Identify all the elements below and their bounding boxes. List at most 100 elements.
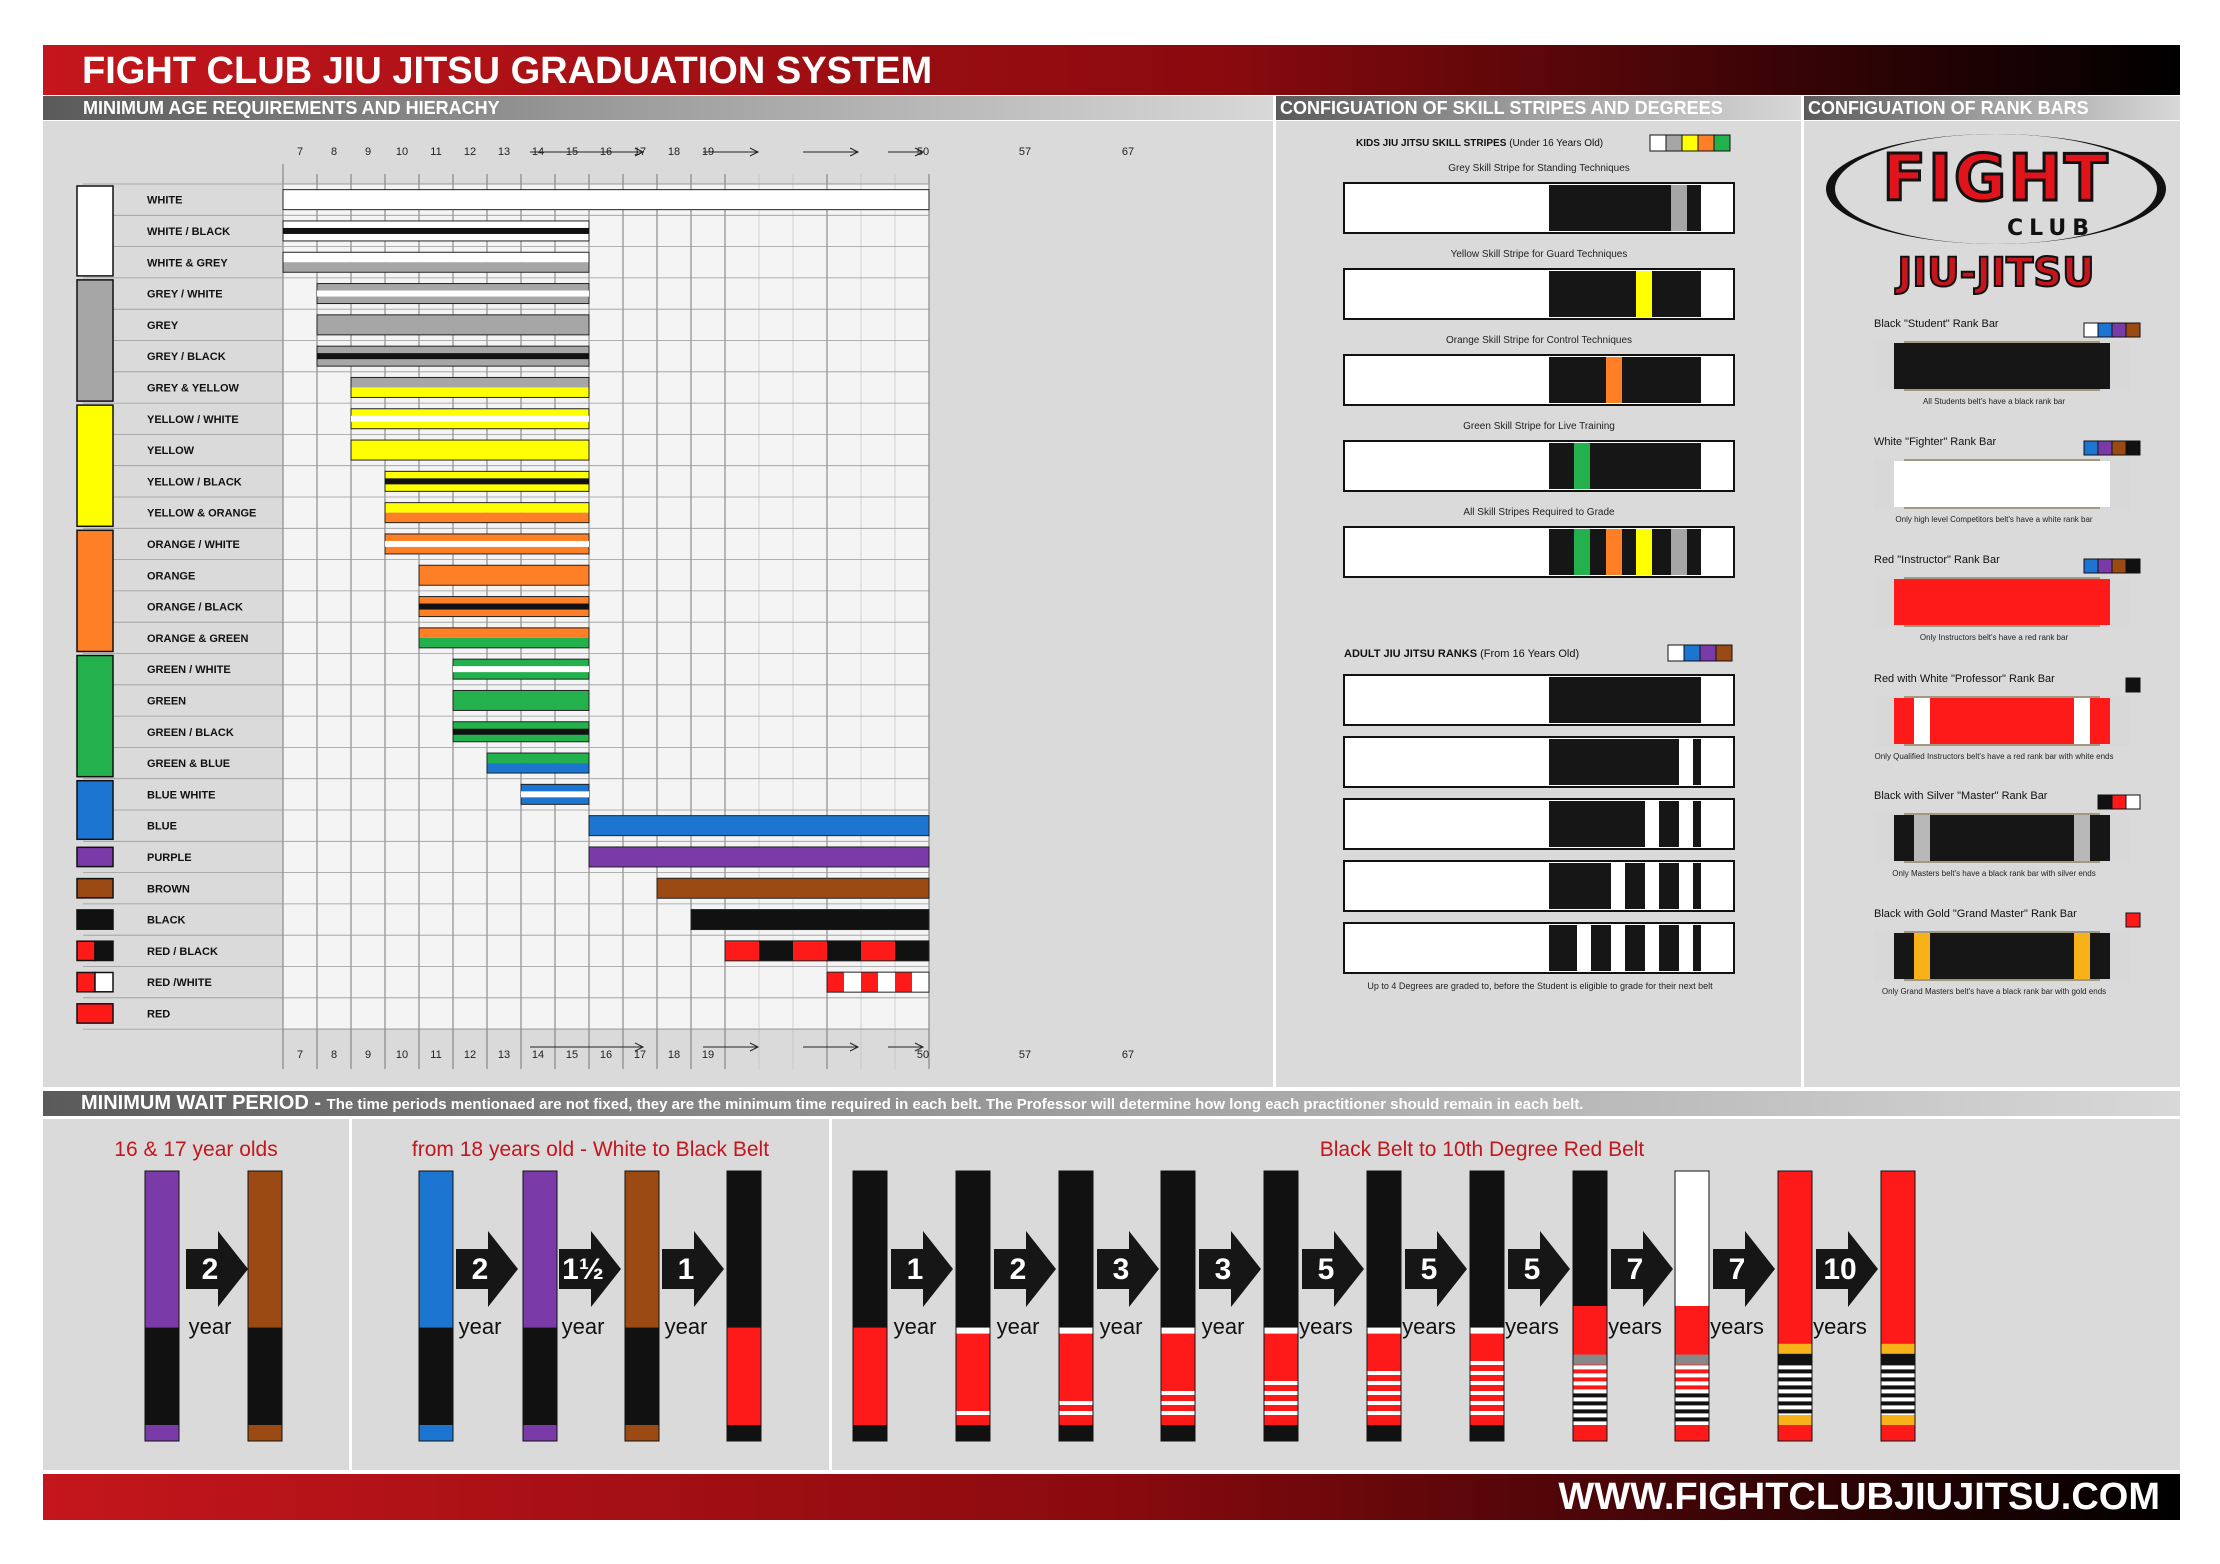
degree-stripe	[1645, 925, 1659, 971]
rank-bar-note: Only high level Competitors belt's have …	[1895, 515, 2093, 524]
wait-belt-outline	[1160, 1170, 1196, 1442]
wait-arrow-number: 1	[678, 1253, 695, 1286]
wait-belt-tip	[145, 1425, 179, 1441]
wait-belt-stripe	[1264, 1391, 1298, 1395]
kids-belt-rank-bar	[1549, 357, 1701, 403]
stripe-caption: Grey Skill Stripe for Standing Technique…	[1448, 163, 1630, 174]
section-header-rankbars: CONFIGUATION OF RANK BARS	[1804, 96, 2180, 120]
wait-belt-degree	[1572, 1170, 1608, 1442]
belt-bar-top	[283, 252, 589, 263]
belt-label: BLACK	[147, 915, 186, 927]
wait-belt-stripe	[1573, 1354, 1607, 1365]
stripe-caption: Yellow Skill Stripe for Guard Techniques	[1450, 249, 1628, 260]
wait-arrow-unit: years	[1710, 1314, 1764, 1339]
wait-belt-stripe	[1675, 1365, 1709, 1370]
belt-bar-outline	[384, 502, 590, 524]
belt-bar-bottom	[283, 262, 589, 273]
age-tick-top: 67	[1122, 146, 1134, 158]
wait-belt-degree	[1058, 1170, 1094, 1442]
wait-belt-stripe	[1778, 1343, 1812, 1354]
rank-legend-swatch	[2125, 677, 2141, 693]
belt-bar	[656, 877, 930, 899]
wait-belt-stripe	[1881, 1365, 1915, 1370]
belt-bar-stripe	[521, 791, 589, 798]
wait-arrow-number: 5	[1318, 1253, 1335, 1286]
wait-arrow-unit: years	[1402, 1314, 1456, 1339]
rank-legend-swatch	[2097, 440, 2113, 456]
wait-belt-outline	[1674, 1170, 1710, 1442]
wait-belt	[247, 1170, 283, 1442]
wait-belt-stripe	[956, 1411, 990, 1415]
adult-legend-swatch	[1667, 644, 1685, 662]
adult-ranks-heading: ADULT JIU JITSU RANKS (From 16 Years Old…	[1344, 648, 1579, 660]
rank-bar-title: White "Fighter" Rank Bar	[1874, 436, 1997, 448]
stripe-caption: Orange Skill Stripe for Control Techniqu…	[1445, 335, 1633, 346]
belt-bar-segment	[725, 940, 759, 961]
age-tick-bottom: 50	[917, 1049, 929, 1061]
wait-belt-degree	[1160, 1170, 1196, 1442]
belt-bar-segment	[895, 972, 912, 993]
rank-bar-note: Only Instructors belt's have a red rank …	[1919, 633, 2069, 642]
belt-swatch	[76, 877, 114, 899]
kids-legend-swatch	[1649, 134, 1667, 152]
rank-bar-note: All Students belt's have a black rank ba…	[1922, 397, 2066, 406]
belt-swatch	[76, 1003, 114, 1024]
wait-belt-stripe	[1881, 1405, 1915, 1410]
belt-label: GREY / BLACK	[147, 351, 226, 363]
wait-belt	[144, 1170, 180, 1442]
belt-label: GREEN	[147, 695, 186, 707]
rank-legend-swatch	[2111, 322, 2127, 338]
belt-bar-stripe	[385, 478, 589, 485]
fight-club-logo: FIGHT CLUB JIU-JITSU	[1826, 128, 2166, 308]
belt-bar-top	[385, 502, 589, 513]
belt-label: PURPLE	[147, 852, 192, 864]
belt-bar-bottom	[385, 512, 589, 523]
logo-club-text: CLUB	[2006, 216, 2095, 241]
wait-belt-stripe	[1470, 1411, 1504, 1415]
wait-arrow	[1611, 1231, 1673, 1307]
belt-swatch	[76, 404, 114, 528]
age-tick-bottom: 19	[702, 1049, 714, 1061]
rank-bar-note: Only Grand Masters belt's have a black r…	[1881, 987, 2107, 996]
rank-bar	[1894, 461, 2110, 507]
belt-label: GREEN / WHITE	[147, 664, 231, 676]
section-header-stripes: CONFIGUATION OF SKILL STRIPES AND DEGREE…	[1276, 96, 1801, 120]
stripe-caption: Green Skill Stripe for Live Training	[1463, 421, 1615, 432]
age-tick-bottom: 18	[668, 1049, 680, 1061]
wait-title-black: Black Belt to 10th Degree Red Belt	[1319, 1138, 1645, 1161]
wait-belt-outline	[1880, 1170, 1916, 1442]
adult-belt-rank-bar	[1549, 677, 1701, 723]
wait-belt-stripe	[1675, 1413, 1709, 1418]
wait-belt-stripe	[1573, 1397, 1607, 1402]
wait-belt-outline	[144, 1170, 180, 1442]
rank-bar-note: Only Masters belt's have a black rank ba…	[1892, 869, 2096, 878]
wait-belt-degree	[1469, 1170, 1505, 1442]
footer-banner	[43, 1474, 2180, 1520]
belt-bar-segment	[793, 940, 827, 961]
wait-belt-outline	[1366, 1170, 1402, 1442]
belt-label: YELLOW & ORANGE	[147, 508, 256, 520]
wait-belt	[624, 1170, 660, 1442]
wait-belt-lower	[1161, 1327, 1195, 1441]
wait-arrow-number: 5	[1524, 1253, 1541, 1286]
footer-url[interactable]: WWW.FIGHTCLUBJIUJITSU.COM	[1558, 1476, 2160, 1518]
belt-label: YELLOW / BLACK	[147, 476, 242, 488]
wait-belt-tip	[727, 1425, 761, 1441]
wait-belt-outline	[418, 1170, 454, 1442]
belt-bar	[588, 846, 930, 868]
belt-label: WHITE	[147, 195, 182, 207]
wait-arrow	[891, 1231, 953, 1307]
age-tick-bottom: 13	[498, 1049, 510, 1061]
wait-belt-stripe	[956, 1327, 990, 1334]
age-arrow-head	[849, 147, 860, 157]
wait-arrow	[994, 1231, 1056, 1307]
age-tick-bottom: 16	[600, 1049, 612, 1061]
wait-arrow-unit: year	[459, 1314, 502, 1339]
wait-belt-outline	[1058, 1170, 1094, 1442]
belt-bar	[418, 564, 590, 586]
belt-label: ORANGE	[147, 570, 195, 582]
belt-bar-segment	[878, 972, 895, 993]
belt-bar-segment	[827, 940, 861, 961]
wait-belt-stripe	[1675, 1397, 1709, 1402]
degree-stripe	[1611, 925, 1625, 971]
